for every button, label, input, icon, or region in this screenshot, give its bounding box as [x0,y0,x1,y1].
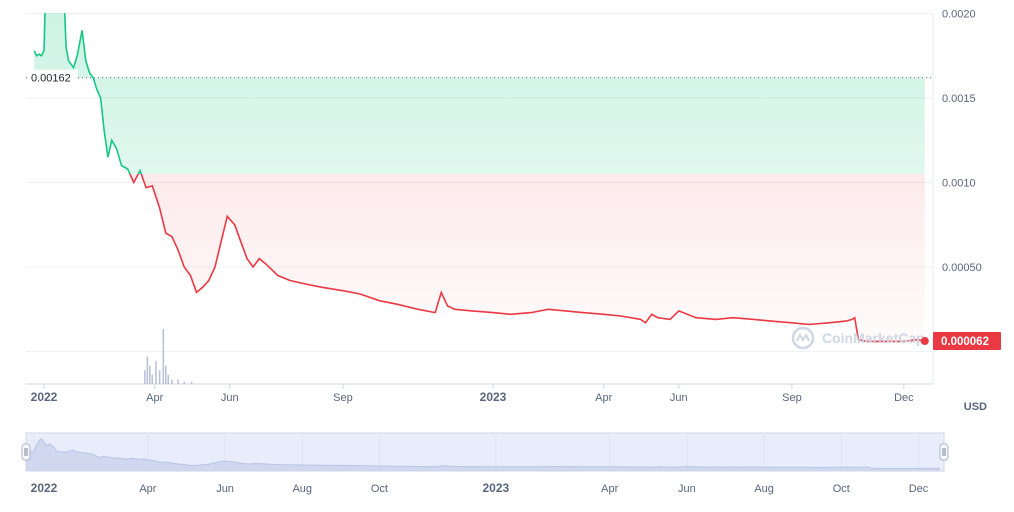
reference-label: 0.00162 [31,73,71,85]
volume-bar [183,381,185,384]
volume-bars [144,329,193,384]
navigator-mini-area [26,438,940,471]
volume-bar [177,379,179,384]
x-tick-label: Apr [595,392,612,404]
navigator-tick-label: Jun [678,483,696,495]
price-area-below [129,174,925,342]
navigator-tick-label: Dec [909,483,929,495]
last-price-label: 0.000062 [941,336,989,348]
reference-line: 0.00162 [26,69,933,86]
navigator-right-handle-body[interactable] [939,443,949,461]
navigator-left-handle[interactable] [21,443,31,461]
volume-bar [146,356,149,384]
navigator-tick-label: Aug [292,483,312,495]
coinmarketcap-logo-icon [791,326,815,350]
watermark-text: CoinMarketCap [822,330,925,346]
navigator-tick-label: Apr [601,483,618,495]
y-tick-label: 0.0010 [942,178,976,190]
last-price-dot [920,337,929,346]
y-tick-label: 0.0015 [942,93,976,105]
last-price-badge [933,332,1001,351]
navigator-left-handle-body[interactable] [21,443,31,461]
last-price-marker: 0.000062 [920,332,1001,351]
navigator-tick-label: Oct [371,483,388,495]
volume-bar [167,374,169,384]
navigator-tick-label: 2023 [483,481,510,495]
range-navigator[interactable] [21,432,949,472]
currency-label: USD [964,401,987,413]
navigator-tick-label: Oct [833,483,850,495]
volume-bar [149,365,151,384]
y-tick-label: 0.00050 [942,262,982,274]
navigator-tick-label: Apr [139,483,156,495]
volume-bar [171,379,173,384]
navigator-tick-label: 2022 [31,481,58,495]
volume-bar [151,374,154,384]
navigator-tick-label: Aug [754,483,774,495]
plot-frame [26,13,934,385]
price-line-below [129,174,925,343]
volume-bar [190,381,193,384]
price-series [33,13,925,343]
x-tick-label: Apr [146,392,163,404]
volume-bar [144,370,146,384]
x-tick-label: Dec [894,392,914,404]
x-tick-label: 2023 [480,390,507,404]
volume-bar [165,365,167,384]
y-tick-label: 0.0020 [942,9,976,21]
price-line-above [33,13,143,174]
x-tick-label: Jun [221,392,239,404]
navigator-right-handle[interactable] [939,443,949,461]
x-tick-label: Sep [782,392,802,404]
volume-bar [158,370,161,384]
x-tick-label: 2022 [31,390,58,404]
price-area-above [34,13,925,174]
coinmarketcap-logo-mark [796,332,810,342]
x-tick-label: Sep [333,392,353,404]
volume-bar [155,361,157,384]
x-axis: 2022 Apr Jun Sep 2023 Apr Jun Sep Dec [31,384,914,404]
coinmarketcap-watermark: CoinMarketCap [791,326,925,350]
volume-bar [162,329,165,384]
x-tick-label: Jun [670,392,688,404]
navigator-tick-label: Jun [216,483,234,495]
reference-label-bg [28,69,78,86]
navigator-x-axis: 2022 Apr Jun Aug Oct 2023 Apr Jun Aug Oct Dec [31,481,929,495]
navigator-mini-line [25,438,941,469]
